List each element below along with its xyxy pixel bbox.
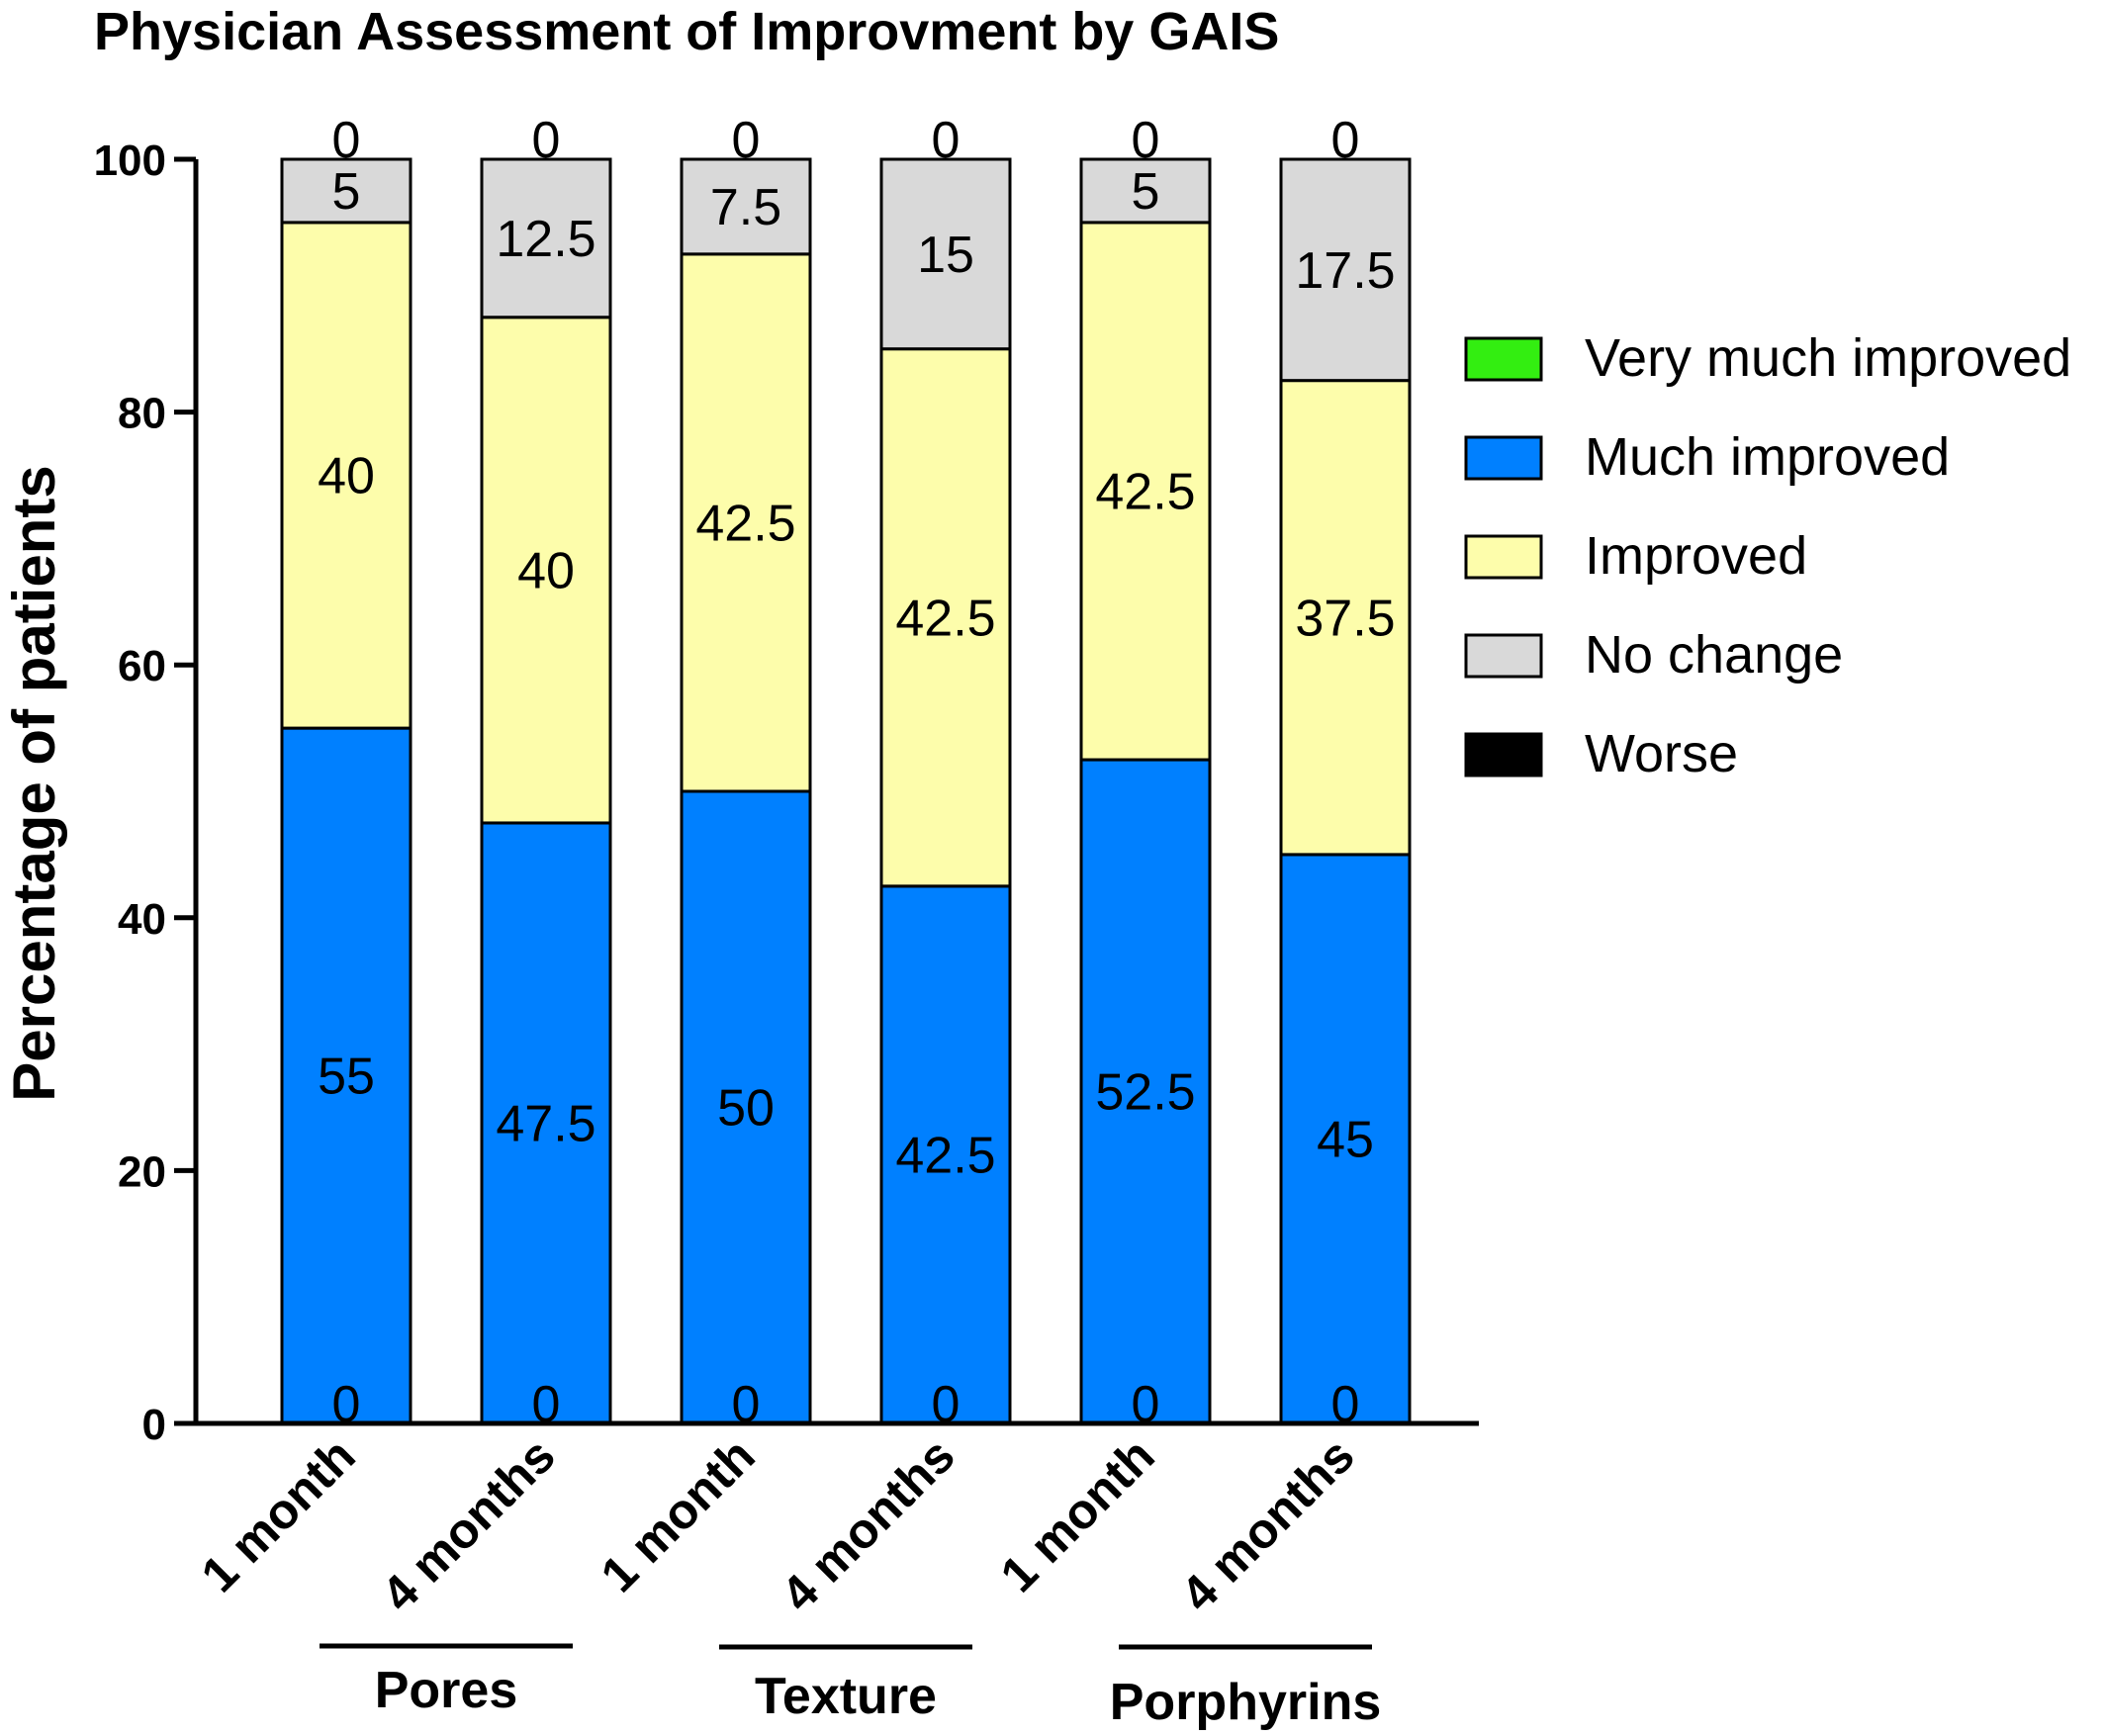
- bar-improved-2: [680, 252, 812, 793]
- data-label-very-much-improved-1: 0: [532, 112, 561, 169]
- data-label-improved-4: 42.5: [1095, 463, 1195, 520]
- x-tick-label-2: 1 month: [591, 1427, 766, 1602]
- legend-label-improved: Improved: [1585, 526, 1807, 586]
- y-tick-label-20: 20: [118, 1147, 166, 1196]
- y-tick-label-0: 0: [142, 1401, 166, 1449]
- data-label-no-change-0: 5: [332, 163, 361, 221]
- axes: 0 20 40 60 80 100: [94, 137, 1479, 1449]
- data-label-much-improved-1: 47.5: [496, 1095, 595, 1152]
- data-label-improved-0: 40: [318, 448, 375, 505]
- bar-improved-0: [280, 221, 412, 730]
- data-label-much-improved-3: 42.5: [895, 1127, 995, 1184]
- bar-no-change-2: [680, 157, 812, 256]
- x-tick-label-4: 1 month: [990, 1427, 1165, 1602]
- x-tick-labels: 1 month 4 months 1 month 4 months 1 month 4 m…: [191, 1427, 1365, 1622]
- bar-much-improved-3: [879, 884, 1012, 1425]
- data-label-very-much-improved-5: 0: [1331, 112, 1360, 169]
- legend-swatch-no-change: [1464, 633, 1543, 679]
- bar-much-improved-4: [1079, 758, 1212, 1425]
- legend-swatch-worse: [1464, 732, 1543, 777]
- data-label-much-improved-4: 52.5: [1095, 1064, 1195, 1122]
- data-label-very-much-improved-0: 0: [332, 112, 361, 169]
- chart-title: Physician Assessment of Improvment by GA…: [94, 2, 1279, 61]
- bar-improved-5: [1279, 379, 1412, 857]
- legend: Very much improved Much improved Improved N…: [1464, 328, 2071, 783]
- data-label-improved-1: 40: [517, 542, 575, 599]
- bar-no-change-4: [1079, 157, 1212, 225]
- y-tick-label-40: 40: [118, 895, 166, 944]
- data-label-very-much-improved-2: 0: [732, 112, 761, 169]
- bar-much-improved-5: [1279, 853, 1412, 1425]
- x-tick-label-3: 4 months: [771, 1427, 965, 1622]
- bar-improved-3: [879, 347, 1012, 888]
- group-label-pores: Pores: [375, 1662, 518, 1719]
- bar-much-improved-1: [480, 821, 612, 1425]
- data-label-improved-3: 42.5: [895, 590, 995, 647]
- data-label-no-change-4: 5: [1132, 163, 1160, 221]
- data-label-improved-5: 37.5: [1295, 590, 1395, 647]
- data-label-no-change-3: 15: [917, 227, 974, 284]
- data-label-much-improved-5: 45: [1317, 1111, 1374, 1168]
- data-label-improved-2: 42.5: [695, 495, 795, 552]
- x-tick-label-1: 4 months: [371, 1427, 566, 1622]
- x-tick-label-0: 1 month: [191, 1427, 366, 1602]
- legend-swatch-very-much-improved: [1464, 336, 1543, 382]
- bar-improved-1: [480, 316, 612, 825]
- data-label-no-change-2: 7.5: [710, 179, 781, 236]
- y-axis-label: Percentage of patients: [1, 465, 67, 1102]
- legend-label-no-change: No change: [1585, 625, 1843, 685]
- group-label-porphyrins: Porphyrins: [1110, 1674, 1382, 1731]
- legend-label-worse: Worse: [1585, 724, 1738, 783]
- data-label-much-improved-0: 55: [318, 1049, 375, 1106]
- legend-label-very-much-improved: Very much improved: [1585, 328, 2071, 388]
- group-labels: Pores Texture Porphyrins: [320, 1643, 1382, 1731]
- y-tick-label-100: 100: [94, 137, 166, 185]
- group-label-texture: Texture: [755, 1668, 937, 1725]
- bar-no-change-3: [879, 157, 1012, 351]
- bar-no-change-1: [480, 157, 612, 320]
- bars: [280, 157, 1412, 1425]
- y-tick-label-60: 60: [118, 642, 166, 690]
- bar-no-change-0: [280, 157, 412, 225]
- legend-swatch-much-improved: [1464, 435, 1543, 481]
- x-tick-label-5: 4 months: [1170, 1427, 1365, 1622]
- bar-no-change-5: [1279, 157, 1412, 383]
- data-label-very-much-improved-3: 0: [932, 112, 961, 169]
- data-label-very-much-improved-4: 0: [1132, 112, 1160, 169]
- data-label-no-change-5: 17.5: [1295, 242, 1395, 300]
- y-tick-label-80: 80: [118, 390, 166, 438]
- bar-much-improved-0: [280, 726, 412, 1425]
- data-labels: 0554050047.54012.5005042.57.50042.542.51…: [318, 112, 1396, 1433]
- legend-label-much-improved: Much improved: [1585, 427, 1950, 487]
- data-label-no-change-1: 12.5: [496, 211, 595, 268]
- data-label-much-improved-2: 50: [717, 1080, 775, 1138]
- legend-swatch-improved: [1464, 534, 1543, 580]
